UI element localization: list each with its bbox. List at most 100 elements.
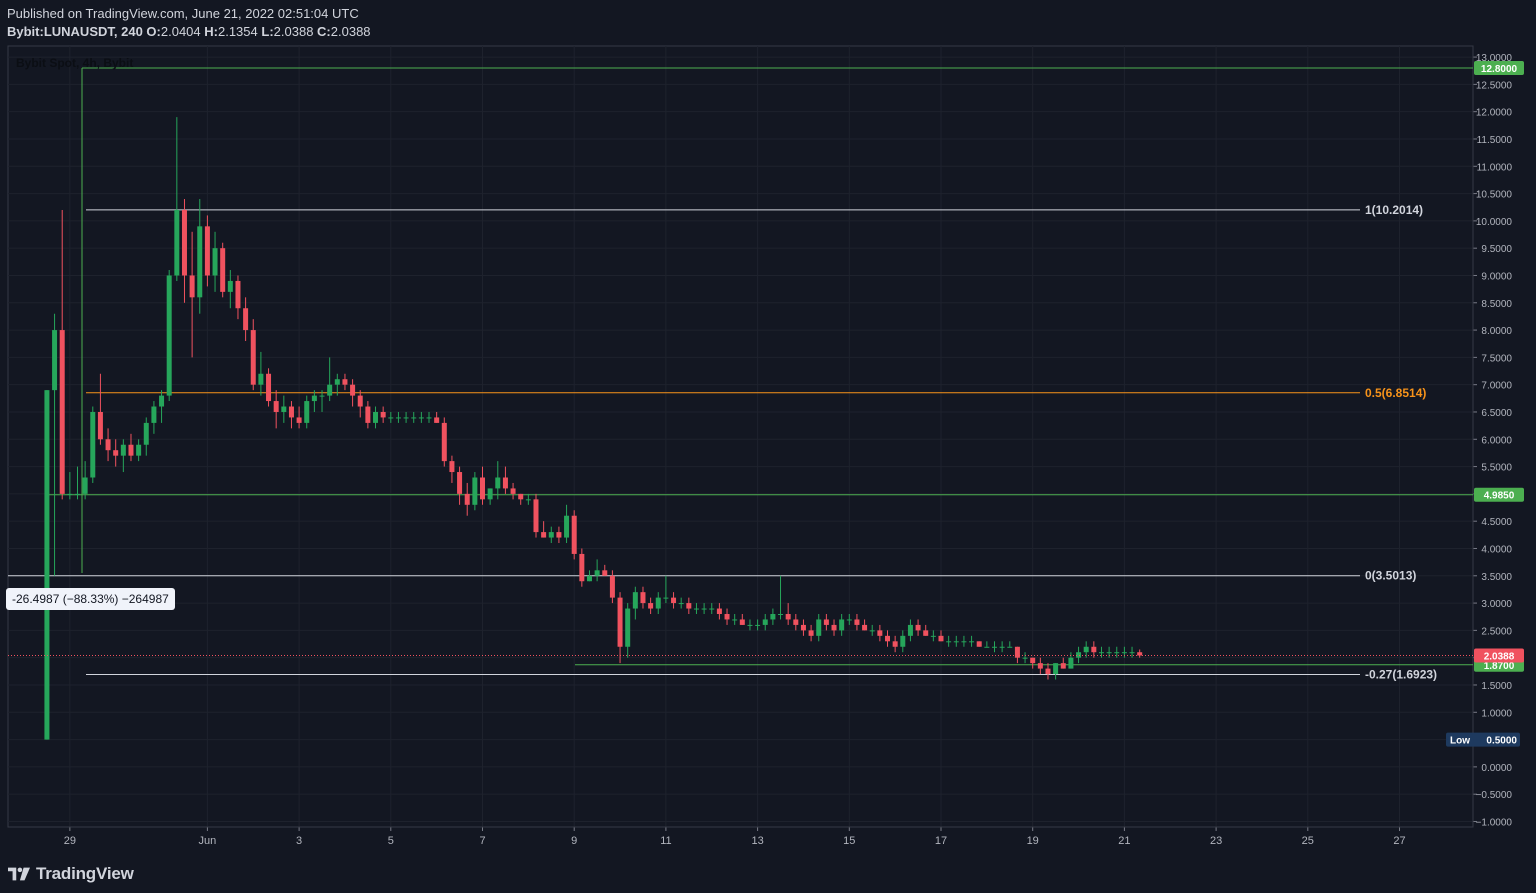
candle-body[interactable] <box>594 570 600 576</box>
candle-body[interactable] <box>831 624 837 631</box>
candle-body[interactable] <box>510 488 516 494</box>
candle-body[interactable] <box>632 592 638 609</box>
candle-body[interactable] <box>319 395 325 397</box>
candle-body[interactable] <box>1098 652 1104 654</box>
candle-body[interactable] <box>1137 652 1143 656</box>
candle-body[interactable] <box>464 493 470 505</box>
candle-body[interactable] <box>166 275 172 396</box>
candle-body[interactable] <box>1121 652 1127 654</box>
candle-body[interactable] <box>1106 652 1112 654</box>
candle-body[interactable] <box>334 379 340 385</box>
candle-body[interactable] <box>327 384 333 396</box>
candle-body[interactable] <box>350 384 356 396</box>
candle-body[interactable] <box>839 619 845 631</box>
candle-body[interactable] <box>778 614 784 615</box>
candle-body[interactable] <box>235 280 241 309</box>
candle-body[interactable] <box>785 614 791 620</box>
candle-body[interactable] <box>189 275 195 298</box>
candle-body[interactable] <box>907 624 913 636</box>
candle-body[interactable] <box>556 532 562 538</box>
candle-body[interactable] <box>1014 646 1020 658</box>
candle-body[interactable] <box>204 226 210 276</box>
candle-body[interactable] <box>449 461 455 473</box>
candle-body[interactable] <box>1007 646 1013 648</box>
candle-body[interactable] <box>915 624 921 631</box>
candle-body[interactable] <box>159 395 165 407</box>
candle-body[interactable] <box>113 450 119 456</box>
candle-body[interactable] <box>472 477 478 505</box>
candle-body[interactable] <box>869 630 875 632</box>
candle-body[interactable] <box>288 406 294 418</box>
candle-body[interactable] <box>724 614 730 620</box>
candle-body[interactable] <box>617 597 623 647</box>
candle-body[interactable] <box>105 439 111 451</box>
candle-body[interactable] <box>739 619 745 625</box>
candle-body[interactable] <box>686 603 692 609</box>
candle-body[interactable] <box>793 619 799 625</box>
candle-body[interactable] <box>579 553 585 582</box>
candle-body[interactable] <box>892 641 898 647</box>
candle-body[interactable] <box>227 280 233 292</box>
candle-body[interactable] <box>59 330 65 494</box>
candle-body[interactable] <box>136 444 142 456</box>
candle-body[interactable] <box>418 417 424 419</box>
candle-body[interactable] <box>411 417 417 419</box>
candle-body[interactable] <box>655 597 661 609</box>
candle-body[interactable] <box>823 619 829 625</box>
candle-body[interactable] <box>816 619 822 636</box>
candle-body[interactable] <box>969 641 975 643</box>
candle-body[interactable] <box>342 379 348 385</box>
candle-body[interactable] <box>388 417 394 419</box>
candle-body[interactable] <box>1037 663 1043 669</box>
candle-body[interactable] <box>930 635 936 637</box>
candle-body[interactable] <box>495 477 501 489</box>
candle-body[interactable] <box>426 417 432 419</box>
candle-body[interactable] <box>976 641 982 647</box>
candle-body[interactable] <box>648 603 654 609</box>
candle-body[interactable] <box>671 597 677 604</box>
candle-body[interactable] <box>395 417 401 419</box>
candle-body[interactable] <box>541 532 547 538</box>
candle-body[interactable] <box>1068 657 1074 669</box>
candle-body[interactable] <box>877 630 883 636</box>
candle-body[interactable] <box>273 401 279 412</box>
candle-body[interactable] <box>900 635 906 647</box>
candle-body[interactable] <box>938 635 944 642</box>
candle-body[interactable] <box>258 373 264 385</box>
candle-body[interactable] <box>1060 663 1066 669</box>
candle-body[interactable] <box>143 422 149 445</box>
candle-body[interactable] <box>953 641 959 643</box>
candle-body[interactable] <box>243 308 249 331</box>
candle-body[interactable] <box>862 624 868 631</box>
candle-body[interactable] <box>311 395 317 402</box>
candle-body[interactable] <box>693 608 699 610</box>
candle-body[interactable] <box>1129 652 1135 654</box>
candle-body[interactable] <box>701 608 707 610</box>
candle-body[interactable] <box>854 619 860 625</box>
candle-body[interactable] <box>120 444 126 456</box>
candle-body[interactable] <box>181 209 187 276</box>
candle-body[interactable] <box>380 411 386 418</box>
tradingview-logo[interactable]: TradingView <box>8 864 134 884</box>
candle-body[interactable] <box>44 390 50 740</box>
candle-body[interactable] <box>602 570 608 576</box>
candle-body[interactable] <box>357 395 363 407</box>
candle-body[interactable] <box>281 406 287 412</box>
candle-body[interactable] <box>82 477 88 494</box>
candle-body[interactable] <box>373 411 379 423</box>
candle-body[interactable] <box>151 406 157 423</box>
candle-body[interactable] <box>991 646 997 648</box>
candle-body[interactable] <box>1030 657 1036 664</box>
candle-body[interactable] <box>732 619 738 621</box>
candle-body[interactable] <box>999 646 1005 648</box>
candle-body[interactable] <box>800 624 806 631</box>
candle-body[interactable] <box>564 515 570 538</box>
candle-body[interactable] <box>1053 663 1059 675</box>
candle-body[interactable] <box>885 635 891 642</box>
candle-body[interactable] <box>518 493 524 500</box>
candle-body[interactable] <box>97 411 103 440</box>
candle-body[interactable] <box>640 592 646 604</box>
candle-body[interactable] <box>1083 646 1089 653</box>
candle-body[interactable] <box>220 248 226 292</box>
candle-body[interactable] <box>663 597 669 599</box>
